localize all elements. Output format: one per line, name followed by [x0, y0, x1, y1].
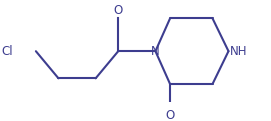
- Text: NH: NH: [230, 45, 247, 58]
- Text: O: O: [165, 109, 175, 121]
- Text: Cl: Cl: [2, 45, 13, 58]
- Text: O: O: [114, 4, 123, 17]
- Text: N: N: [151, 45, 160, 58]
